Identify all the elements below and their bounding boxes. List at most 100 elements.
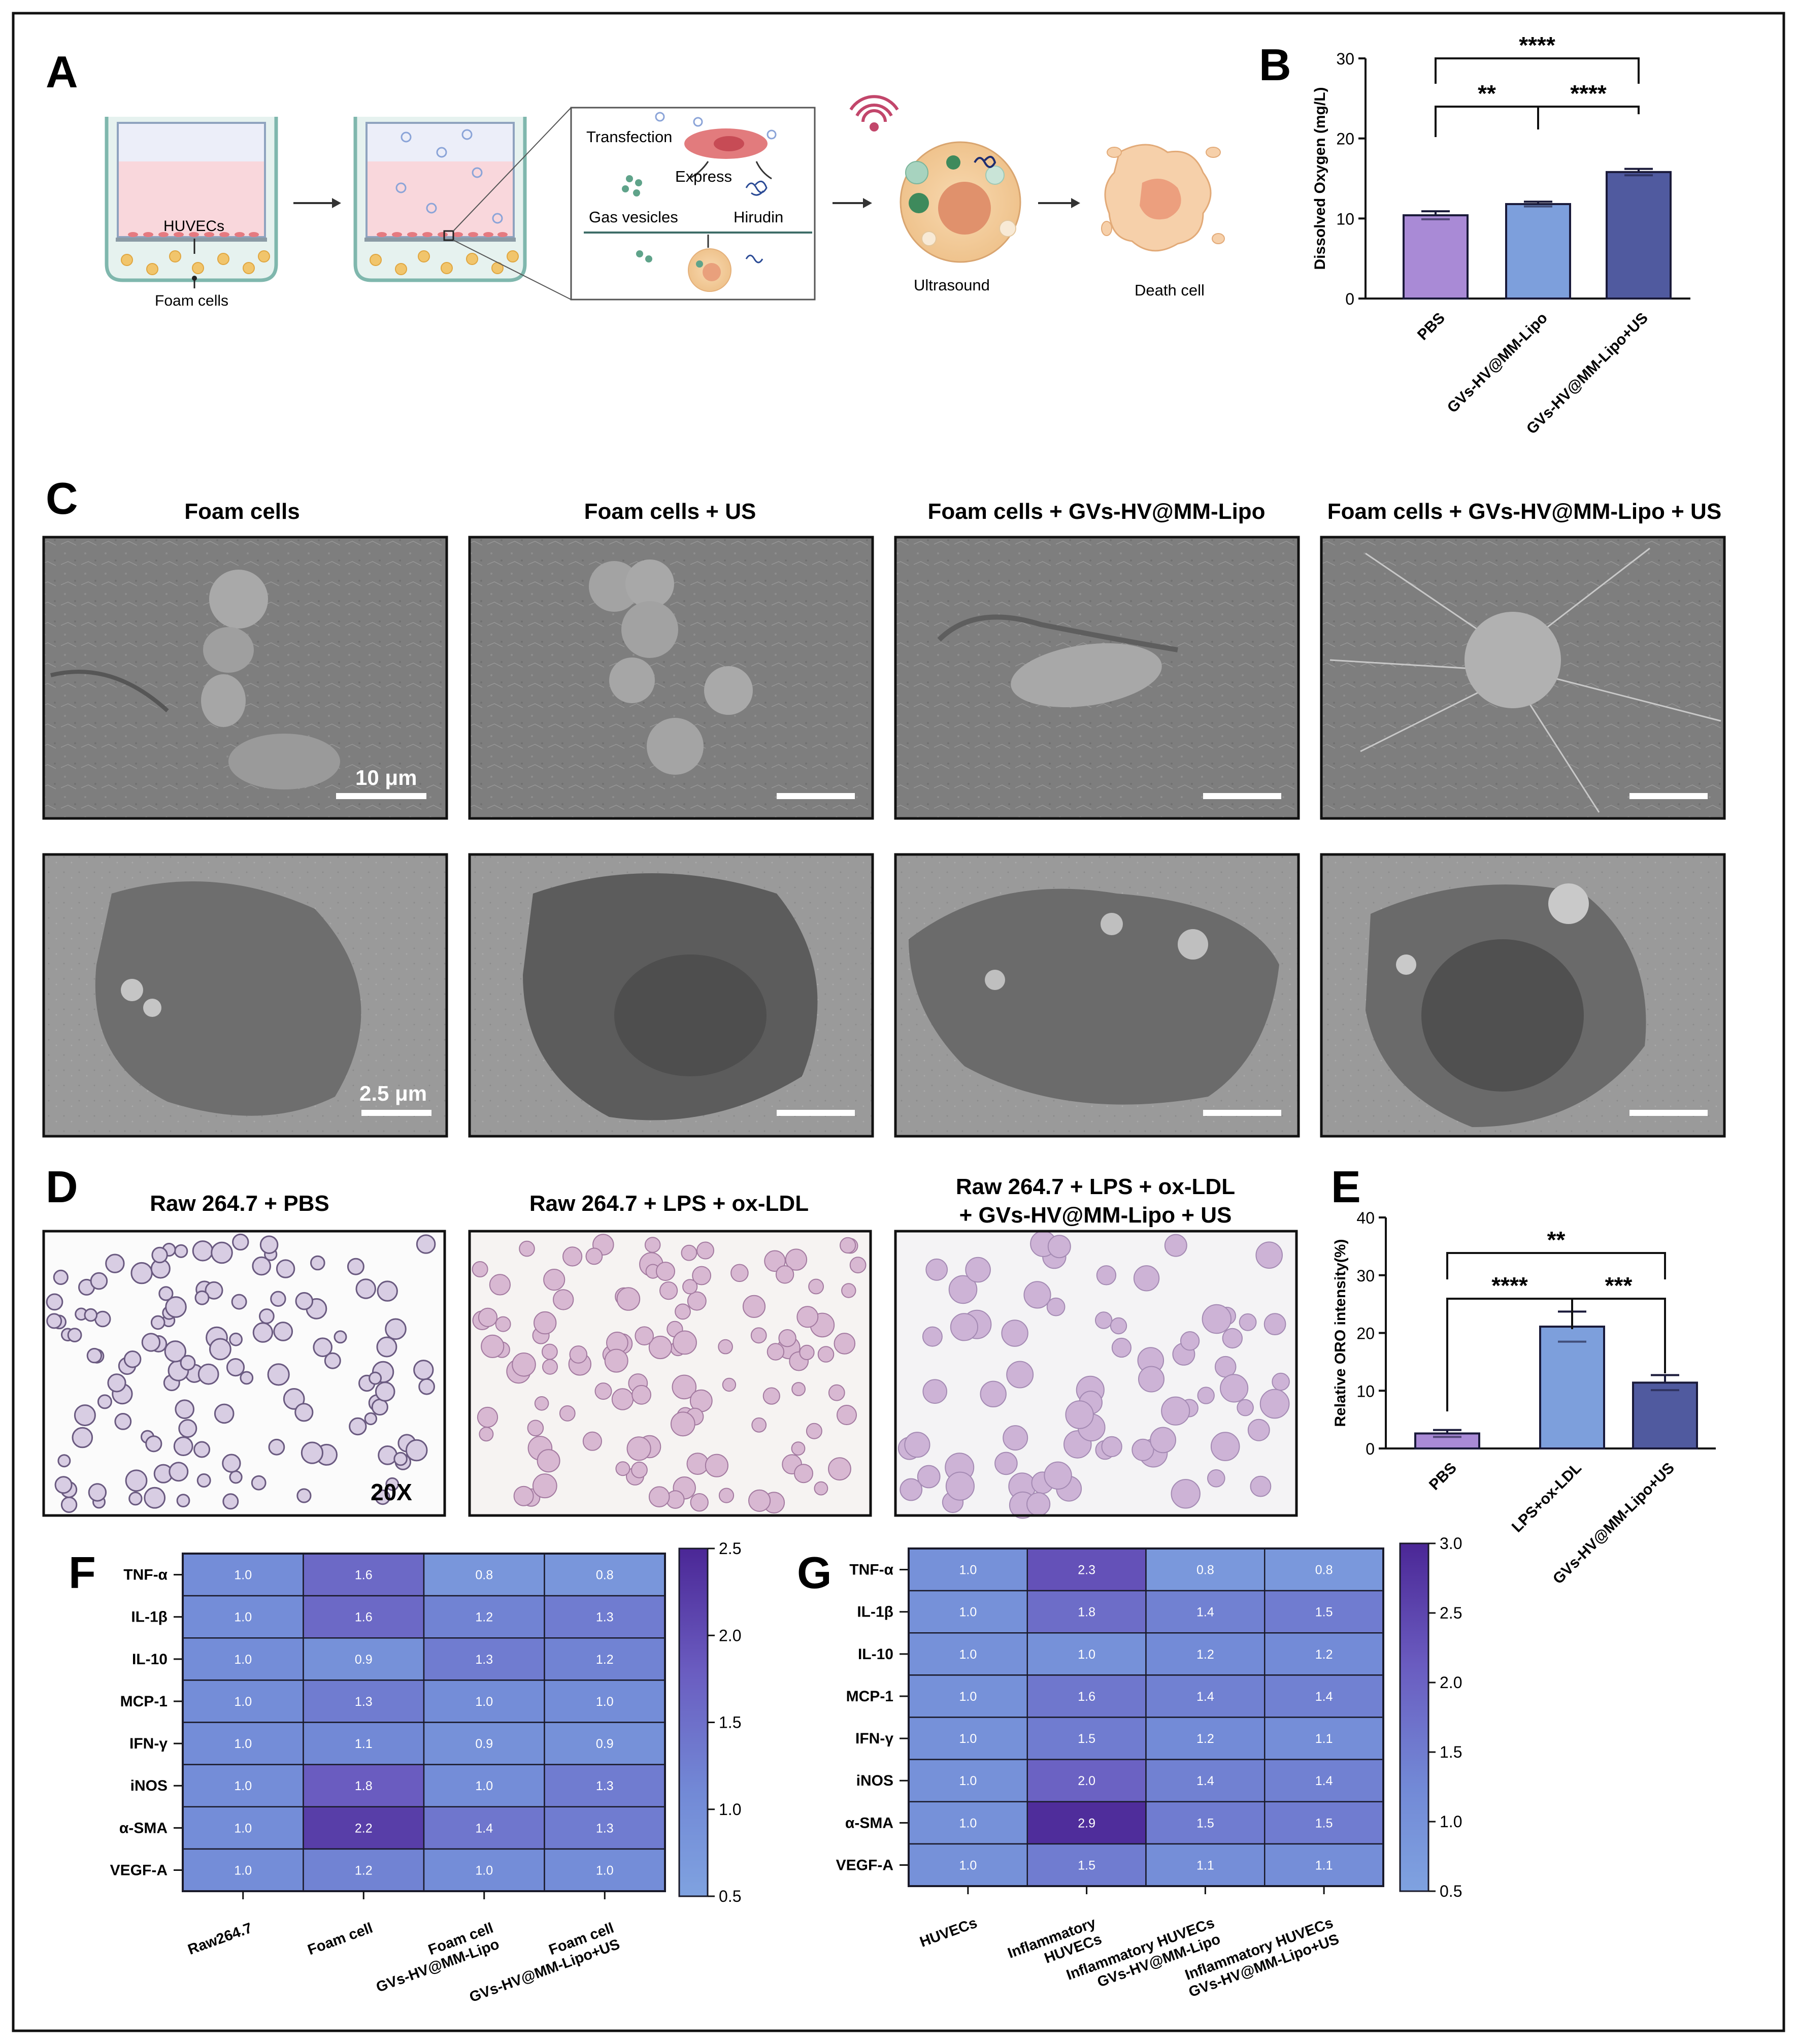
chart-e-x-tick-label: PBS — [1426, 1460, 1460, 1494]
stained-cell — [385, 1318, 407, 1340]
heatmap-g-cell-value: 2.3 — [1078, 1563, 1095, 1577]
stained-cell — [1214, 1356, 1237, 1378]
panel-letter-b: B — [1259, 40, 1291, 90]
label-huvecs: HUVECs — [163, 218, 224, 235]
heatmap-g-cell-value: 1.4 — [1315, 1774, 1333, 1788]
chart-b-x-tick-label: PBS — [1414, 310, 1448, 344]
heatmap-g-cell-value: 2.9 — [1078, 1816, 1095, 1830]
heatmap-f-cell — [423, 1595, 545, 1639]
chart-b-sig-label: **** — [1570, 80, 1607, 107]
heatmap-g-row-label: α-SMA — [845, 1815, 893, 1831]
stained-cell — [229, 1332, 243, 1346]
heatmap-g-cell-value: 1.0 — [959, 1774, 977, 1788]
stained-cell — [1239, 1313, 1257, 1331]
stained-cell — [542, 1343, 558, 1360]
chart-b-sig-label: ** — [1478, 80, 1496, 107]
heatmap-g-cell-value: 1.2 — [1196, 1732, 1214, 1746]
heatmap-g-colorbar-tick-label: 0.5 — [1440, 1882, 1462, 1900]
heatmap-g-cell — [1264, 1843, 1384, 1887]
stained-cell — [681, 1244, 697, 1261]
heatmap-g-cell-value: 1.0 — [1078, 1647, 1095, 1662]
heatmap-g-cell-value: 1.4 — [1196, 1605, 1214, 1620]
heatmap-g-cell-value: 1.5 — [1078, 1732, 1095, 1746]
stained-cell — [1111, 1337, 1132, 1358]
stained-cell — [165, 1296, 187, 1318]
heatmap-g-cell — [1264, 1547, 1384, 1592]
stained-cell — [670, 1411, 695, 1437]
stained-cell — [418, 1378, 435, 1395]
ultrasound-cell-illustration: Ultrasound — [849, 95, 1021, 294]
heatmap-f-cell — [423, 1764, 545, 1807]
stained-cell — [1138, 1366, 1164, 1393]
chart-e-y-tick-label: 20 — [1356, 1325, 1375, 1343]
stained-cell — [626, 1436, 651, 1461]
stained-cell — [513, 1486, 534, 1506]
heatmap-g-cell-value: 1.1 — [1315, 1858, 1333, 1872]
chart-b-bar — [1505, 203, 1571, 300]
heatmap-f-cell-value: 1.6 — [355, 1568, 373, 1583]
stained-cell — [164, 1340, 186, 1363]
stained-cell — [196, 1473, 211, 1488]
heatmap-f-row-label: IL-10 — [132, 1651, 168, 1668]
tem-image-2 — [470, 854, 873, 1136]
heatmap-g-cell — [1026, 1590, 1147, 1634]
stained-cell — [1237, 1399, 1254, 1416]
heatmap-g-cell — [908, 1632, 1028, 1676]
stained-cell — [268, 1438, 285, 1456]
heatmap-g-cell-value: 1.8 — [1078, 1605, 1095, 1620]
heatmap-f-cell — [544, 1764, 666, 1807]
chart-b-bar — [1403, 214, 1469, 300]
heatmap-f-cell — [182, 1595, 304, 1639]
stained-cell — [97, 1394, 112, 1409]
stained-cell — [834, 1333, 856, 1355]
stained-cell — [1026, 1492, 1051, 1516]
heatmap-g-cell — [1026, 1801, 1147, 1845]
stained-cell — [369, 1371, 382, 1385]
stained-cell — [841, 1283, 856, 1298]
chart-b-sig-bracket — [1435, 106, 1539, 137]
heatmap-f-cell-value: 1.0 — [596, 1863, 614, 1877]
heatmap-f-border — [182, 1553, 666, 1892]
heatmap-f-cell-value: 0.8 — [475, 1568, 493, 1583]
stained-cell — [948, 1275, 978, 1304]
stained-cell — [174, 1244, 188, 1258]
stained-cell — [57, 1454, 71, 1468]
chart-e-y-tick-label: 0 — [1366, 1440, 1375, 1458]
stained-cell — [672, 1374, 697, 1400]
heatmap-g-cell — [908, 1717, 1028, 1760]
stained-cell — [86, 1347, 103, 1364]
stained-cell — [742, 1295, 766, 1318]
stained-cell — [296, 1488, 312, 1503]
figure-frame — [12, 12, 1785, 2032]
stained-cell — [764, 1250, 786, 1272]
chart-e-bar — [1539, 1325, 1605, 1450]
heatmap-f: TNF-α 1.0 1.6 0.8 0.8 IL-1β 1.0 1.6 1.2 1.3 IL-10 1… — [110, 1539, 742, 2005]
heatmap-g-colorbar-tick-label: 2.5 — [1440, 1604, 1462, 1622]
stained-cell — [686, 1453, 709, 1475]
stained-cell — [158, 1286, 174, 1301]
stained-cell — [687, 1291, 707, 1311]
stained-cell — [324, 1352, 341, 1369]
heatmap-g-cell-value: 1.4 — [1196, 1690, 1214, 1704]
stained-cell — [481, 1334, 505, 1358]
heatmap-f-cell-value: 1.0 — [234, 1695, 252, 1709]
stained-cell — [371, 1398, 388, 1416]
heatmap-g-cell — [1264, 1717, 1384, 1760]
heatmap-f-cell-value: 2.2 — [355, 1821, 373, 1835]
stained-cell — [542, 1359, 558, 1375]
stained-cell — [107, 1373, 126, 1393]
heatmap-g-cell — [1264, 1632, 1384, 1676]
stained-cell — [751, 1417, 767, 1433]
heatmap-g-row-label: IFN-γ — [855, 1730, 893, 1747]
stained-cell — [1133, 1265, 1160, 1292]
heatmap-g-cell-value: 1.5 — [1078, 1858, 1095, 1872]
heatmap-g-row-label: IL-1β — [857, 1604, 893, 1621]
panel-letter-g: G — [797, 1547, 831, 1598]
heatmap-f-cell — [182, 1806, 304, 1850]
stained-cell — [692, 1266, 711, 1285]
stained-cell — [472, 1261, 488, 1277]
stained-cell — [259, 1308, 275, 1324]
stained-cell — [211, 1241, 233, 1264]
heatmap-f-row-label: IL-1β — [131, 1609, 168, 1626]
panel-c-title-1: Foam cells — [184, 499, 300, 524]
